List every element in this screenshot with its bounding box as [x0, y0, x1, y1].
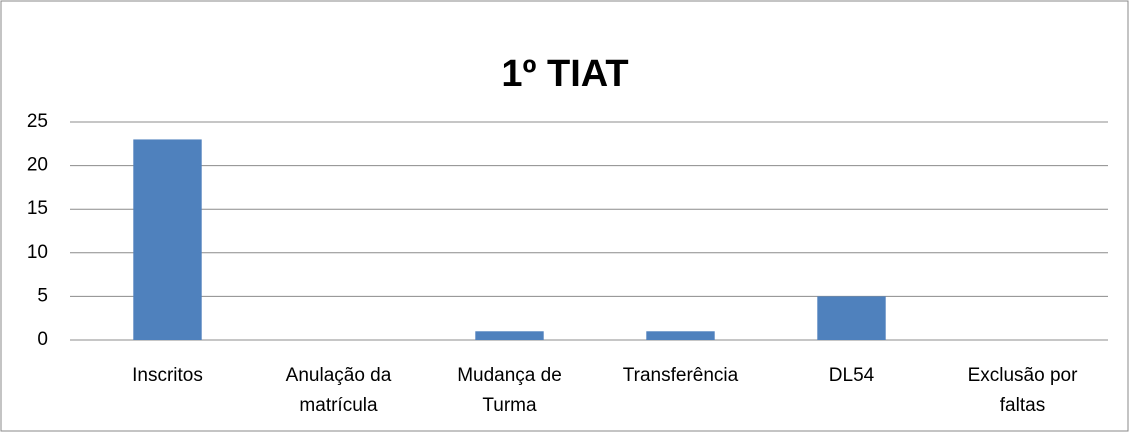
y-tick-label: 10 — [27, 242, 48, 263]
x-tick-label: Mudança de Turma — [457, 365, 562, 416]
x-tick-label: Inscritos — [132, 365, 203, 386]
x-tick-label: DL54 — [829, 365, 875, 386]
chart-title: 1º TIAT — [501, 53, 628, 95]
bar — [133, 139, 202, 340]
x-tick-label: Anulação da matrícula — [286, 365, 392, 416]
y-tick-label: 15 — [27, 198, 48, 219]
bar — [475, 331, 544, 340]
x-tick-label: Transferência — [623, 365, 739, 386]
y-tick-label: 5 — [37, 285, 48, 306]
bar — [817, 296, 886, 340]
y-tick-label: 20 — [27, 155, 48, 176]
y-tick-label: 0 — [37, 329, 48, 350]
y-tick-label: 25 — [27, 111, 48, 132]
x-tick-label: Exclusão por faltas — [968, 365, 1079, 416]
bar — [646, 331, 715, 340]
